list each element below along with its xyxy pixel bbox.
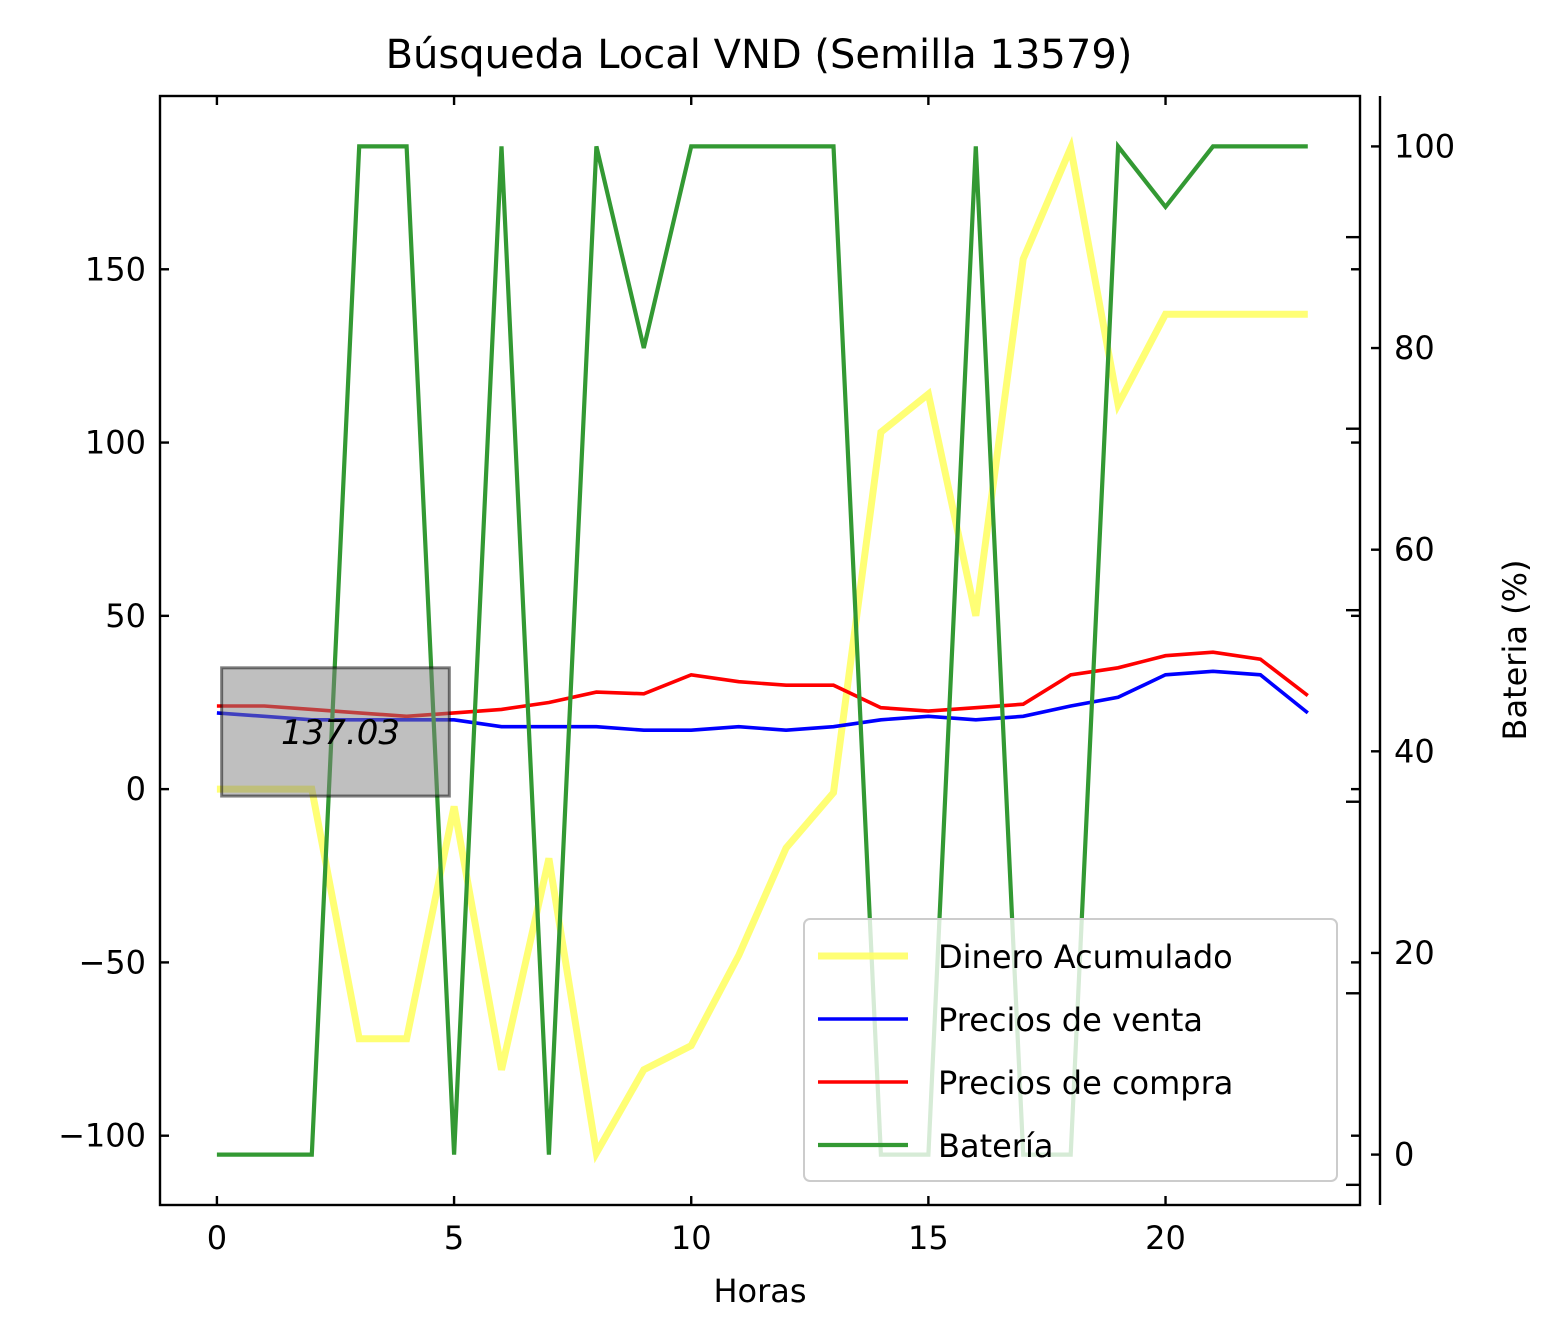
- legend-label-bateria: Batería: [938, 1127, 1053, 1165]
- y2-tick-label: 80: [1394, 329, 1435, 367]
- annotation-text: 137.03: [281, 713, 400, 753]
- y-tick-label: −50: [78, 943, 146, 981]
- y2-axis-ticks: 0 20 40 60 80 100: [1346, 127, 1455, 1187]
- y-tick-label: −100: [58, 1117, 146, 1155]
- y-tick-label: 150: [85, 250, 146, 288]
- annotation-layer: 137.03: [220, 666, 451, 798]
- y2-tick-label: 20: [1394, 934, 1435, 972]
- y2-tick-label: 40: [1394, 732, 1435, 770]
- legend-label-dinero-acumulado: Dinero Acumulado: [938, 938, 1233, 976]
- series-line-dinero-acumulado: [216, 135, 1308, 1164]
- series-line-bateria: [216, 140, 1308, 1157]
- annotation-box: [220, 666, 451, 798]
- y2-tick-label: 0: [1394, 1136, 1414, 1174]
- y-axis-ticks: −100 −50 0 50 100 150: [58, 250, 169, 1155]
- y2-tick-label: 60: [1394, 531, 1435, 569]
- plot-frame: [158, 94, 1362, 1207]
- x-axis-label: Horas: [713, 1272, 806, 1310]
- y2-axis-label: Bateria (%): [1496, 560, 1534, 741]
- chart-title: Búsqueda Local VND (Semilla 13579): [386, 32, 1133, 78]
- y2-tick-label: 100: [1394, 127, 1455, 165]
- x-tick-label: 15: [908, 1219, 949, 1257]
- y-tick-label: 50: [105, 597, 146, 635]
- legend-label-precios-de-venta: Precios de venta: [938, 1001, 1203, 1039]
- y-tick-label: 100: [85, 424, 146, 462]
- legend-box: [803, 918, 1338, 1182]
- x-tick-label: 10: [671, 1219, 712, 1257]
- legend-label-precios-de-compra: Precios de compra: [938, 1064, 1233, 1102]
- x-tick-label: 20: [1145, 1219, 1186, 1257]
- legend: Dinero Acumulado Precios de venta Precios …: [803, 918, 1338, 1182]
- y-tick-label: 0: [126, 770, 146, 808]
- x-axis-ticks: 0 5 10 15 20: [207, 96, 1186, 1257]
- x-tick-label: 5: [444, 1219, 464, 1257]
- x-tick-label: 0: [207, 1219, 227, 1257]
